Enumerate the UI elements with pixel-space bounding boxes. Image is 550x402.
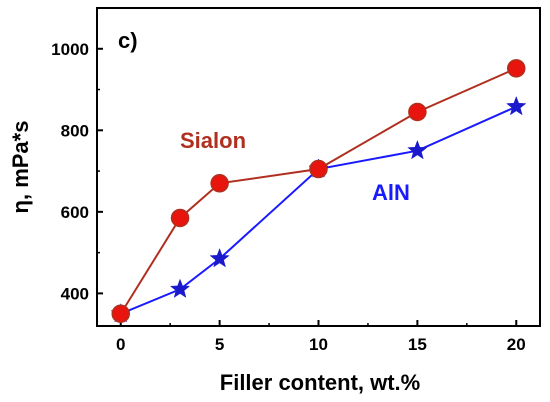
y-tick-label: 1000 bbox=[51, 40, 89, 59]
data-point-sialon bbox=[408, 102, 427, 122]
data-point-sialon bbox=[507, 59, 526, 78]
series-layer bbox=[110, 59, 527, 324]
x-axis-title: Filler content, wt.% bbox=[220, 370, 420, 395]
data-point-sialon bbox=[111, 304, 130, 324]
x-tick-label: 0 bbox=[116, 335, 125, 354]
axis-ticks: 0 5 10 15 20 400 600 800 1000 bbox=[51, 40, 526, 354]
x-tick-label: 20 bbox=[507, 335, 526, 354]
panel-label: c) bbox=[118, 28, 138, 53]
series-line-aln bbox=[120, 105, 517, 315]
data-point-sialon bbox=[309, 159, 328, 179]
series-aln bbox=[110, 95, 527, 323]
data-point-aln bbox=[169, 278, 191, 298]
series-label-aln: AlN bbox=[372, 180, 410, 205]
series-line-sialon bbox=[119, 67, 517, 315]
data-point-aln bbox=[506, 95, 527, 116]
plot-area: 0 5 10 15 20 400 600 800 1000 bbox=[51, 7, 541, 354]
data-point-aln bbox=[209, 248, 230, 268]
y-tick-label: 400 bbox=[61, 284, 89, 303]
x-tick-label: 5 bbox=[215, 335, 224, 354]
y-tick-label: 600 bbox=[61, 203, 89, 222]
y-tick-label: 800 bbox=[61, 121, 89, 140]
series-sialon bbox=[111, 59, 526, 324]
x-tick-label: 10 bbox=[309, 335, 328, 354]
data-point-aln bbox=[407, 139, 428, 160]
data-point-sialon bbox=[210, 174, 229, 193]
data-point-sialon bbox=[170, 208, 190, 228]
x-tick-label: 15 bbox=[408, 335, 427, 354]
y-axis-title: η, mPa*s bbox=[8, 121, 33, 214]
series-label-sialon: Sialon bbox=[180, 128, 246, 153]
